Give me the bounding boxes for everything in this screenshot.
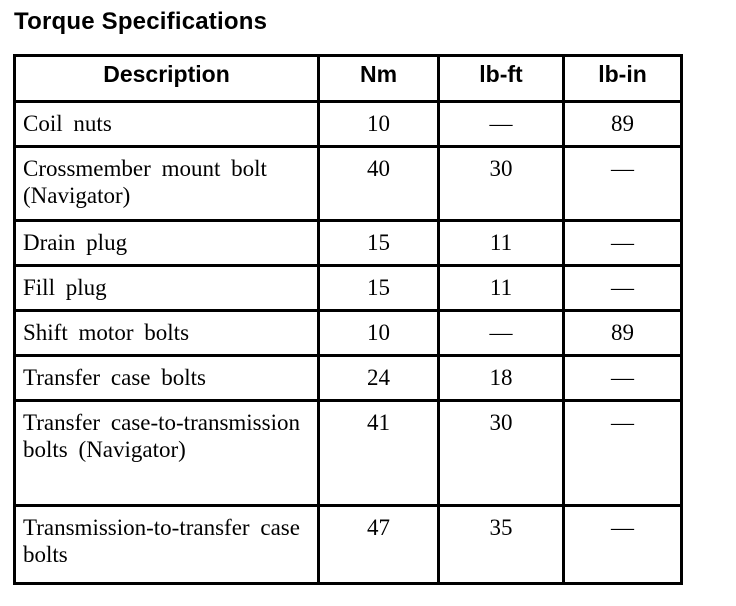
table-row: Fill plug 15 11 — bbox=[13, 264, 683, 312]
cell-lb-in: — bbox=[562, 145, 683, 222]
cell-lb-ft: — bbox=[437, 309, 565, 357]
cell-lb-ft: 18 bbox=[437, 354, 565, 402]
cell-lb-in: — bbox=[562, 219, 683, 267]
cell-lb-ft: 30 bbox=[437, 399, 565, 507]
cell-nm: 15 bbox=[317, 219, 440, 267]
cell-description: Drain plug bbox=[13, 219, 320, 267]
table-row: Transfer case-to-transmission bolts (Nav… bbox=[13, 399, 683, 507]
cell-description: Transfer case bolts bbox=[13, 354, 320, 402]
cell-description: Shift motor bolts bbox=[13, 309, 320, 357]
cell-description: Fill plug bbox=[13, 264, 320, 312]
torque-spec-table: Description Nm lb-ft lb-in Coil nuts 10 … bbox=[13, 54, 683, 585]
cell-lb-ft: 30 bbox=[437, 145, 565, 222]
cell-nm: 10 bbox=[317, 100, 440, 148]
table-header-row: Description Nm lb-ft lb-in bbox=[13, 54, 683, 103]
cell-lb-in: — bbox=[562, 399, 683, 507]
cell-nm: 41 bbox=[317, 399, 440, 507]
table-row: Transmission-to-transfer case bolts 47 3… bbox=[13, 504, 683, 585]
cell-lb-ft: 11 bbox=[437, 264, 565, 312]
cell-lb-in: 89 bbox=[562, 100, 683, 148]
page-title: Torque Specifications bbox=[14, 8, 268, 35]
cell-lb-ft: — bbox=[437, 100, 565, 148]
table-row: Drain plug 15 11 — bbox=[13, 219, 683, 267]
cell-description: Crossmember mount bolt (Navigator) bbox=[13, 145, 320, 222]
cell-nm: 24 bbox=[317, 354, 440, 402]
cell-nm: 10 bbox=[317, 309, 440, 357]
table-row: Crossmember mount bolt (Navigator) 40 30… bbox=[13, 145, 683, 222]
col-header-nm: Nm bbox=[317, 54, 440, 103]
table-row: Shift motor bolts 10 — 89 bbox=[13, 309, 683, 357]
cell-lb-in: — bbox=[562, 264, 683, 312]
cell-description: Transfer case-to-transmission bolts (Nav… bbox=[13, 399, 320, 507]
col-header-lb-ft: lb-ft bbox=[437, 54, 565, 103]
col-header-lb-in: lb-in bbox=[562, 54, 683, 103]
table-row: Coil nuts 10 — 89 bbox=[13, 100, 683, 148]
cell-lb-in: — bbox=[562, 504, 683, 585]
col-header-description: Description bbox=[13, 54, 320, 103]
cell-lb-ft: 11 bbox=[437, 219, 565, 267]
cell-lb-ft: 35 bbox=[437, 504, 565, 585]
cell-description: Transmission-to-transfer case bolts bbox=[13, 504, 320, 585]
cell-nm: 47 bbox=[317, 504, 440, 585]
cell-description: Coil nuts bbox=[13, 100, 320, 148]
cell-nm: 40 bbox=[317, 145, 440, 222]
cell-lb-in: 89 bbox=[562, 309, 683, 357]
cell-lb-in: — bbox=[562, 354, 683, 402]
cell-nm: 15 bbox=[317, 264, 440, 312]
table-row: Transfer case bolts 24 18 — bbox=[13, 354, 683, 402]
